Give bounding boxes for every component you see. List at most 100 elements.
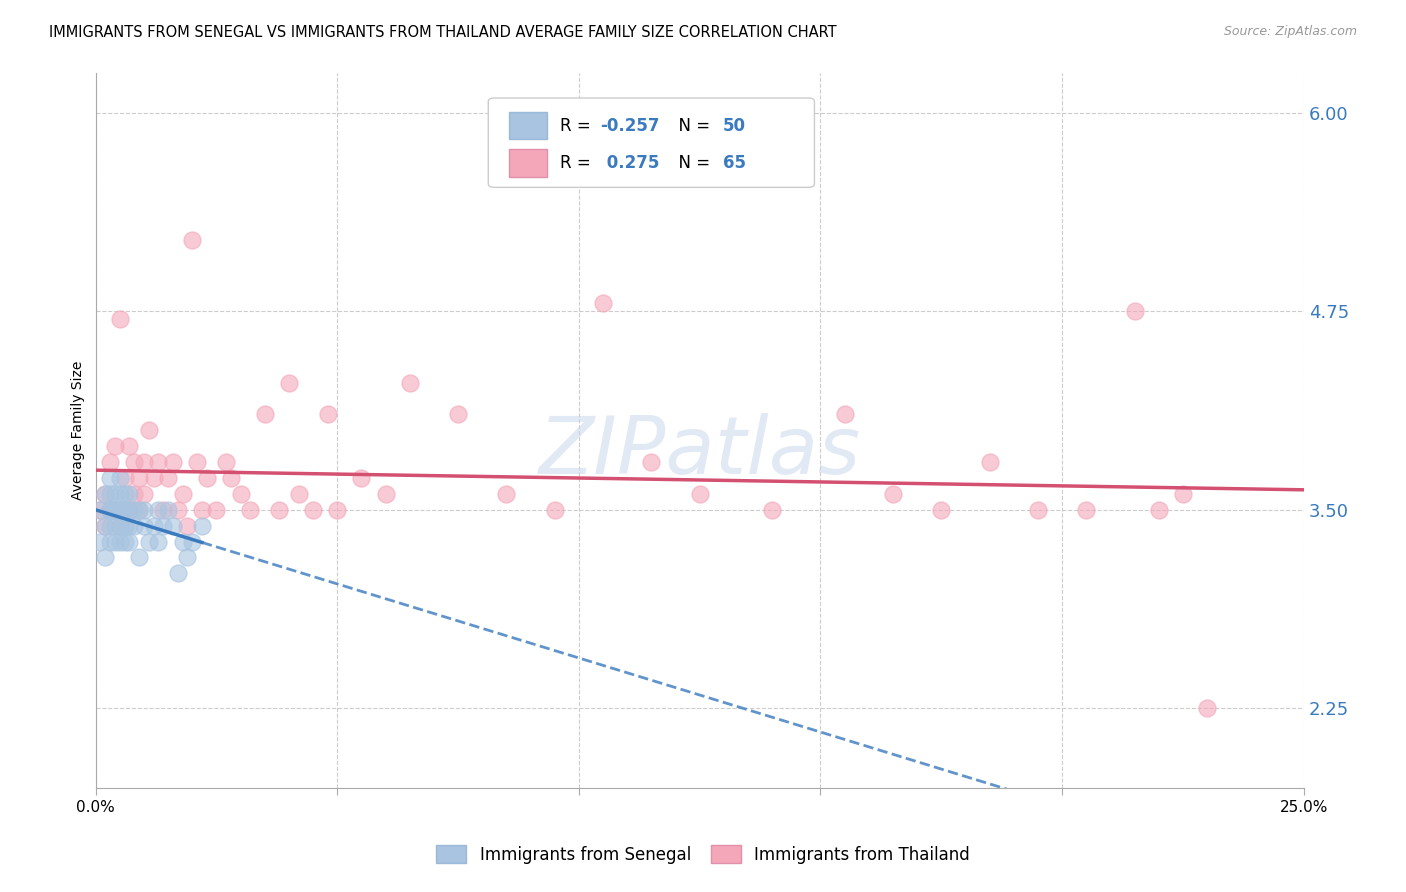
Point [142,518,165,533]
Point [350,471,373,485]
Point [269,503,291,517]
Point [689,487,711,501]
Point [94,487,117,501]
Point [108,534,131,549]
Point [157,503,180,517]
Text: IMMIGRANTS FROM SENEGAL VS IMMIGRANTS FROM THAILAND AVERAGE FAMILY SIZE CORRELAT: IMMIGRANTS FROM SENEGAL VS IMMIGRANTS FR… [49,25,837,40]
Text: 0.275: 0.275 [600,154,659,172]
Point [98,503,121,517]
Point [124,455,146,469]
Point [316,408,339,422]
Text: R =: R = [560,154,596,172]
Point [1197,701,1219,715]
Point [124,503,146,517]
Point [834,408,856,422]
Point [128,503,150,517]
Point [1171,487,1194,501]
Point [118,503,141,517]
Point [761,503,783,517]
Point [148,534,170,549]
Point [104,518,127,533]
Point [157,471,180,485]
Text: 65: 65 [723,154,745,172]
Point [1147,503,1170,517]
Point [176,518,198,533]
Point [124,518,146,533]
Point [138,423,160,437]
Point [132,503,155,517]
Point [128,471,150,485]
Point [108,487,131,501]
Text: N =: N = [668,117,716,135]
Point [132,518,155,533]
Point [98,534,121,549]
Point [114,471,136,485]
Point [98,455,121,469]
Point [104,503,127,517]
Point [166,503,188,517]
Point [592,296,614,310]
Point [124,487,146,501]
Point [181,233,204,247]
Point [191,503,214,517]
Point [94,550,117,565]
Point [98,503,121,517]
Point [166,566,188,581]
FancyBboxPatch shape [488,98,814,187]
Point [98,471,121,485]
Point [186,455,208,469]
Text: R =: R = [560,117,596,135]
Text: N =: N = [668,154,716,172]
Point [94,518,117,533]
Point [118,487,141,501]
Point [172,487,194,501]
Point [544,503,567,517]
Point [108,518,131,533]
Point [278,376,301,390]
Point [98,503,121,517]
Point [215,455,238,469]
Point [114,503,136,517]
Point [132,487,155,501]
Point [114,534,136,549]
Point [108,503,131,517]
Point [108,518,131,533]
Point [104,487,127,501]
Point [98,518,121,533]
Point [229,487,252,501]
Point [108,503,131,517]
Point [979,455,1001,469]
Point [114,518,136,533]
Point [374,487,396,501]
Point [89,503,111,517]
Point [253,408,276,422]
Point [104,534,127,549]
Point [128,550,150,565]
Point [118,503,141,517]
Point [191,518,214,533]
Point [108,312,131,326]
Point [287,487,309,501]
Point [640,455,662,469]
Point [104,439,127,453]
Point [94,487,117,501]
Point [447,408,470,422]
Point [302,503,325,517]
Point [94,518,117,533]
Point [152,503,174,517]
Point [398,376,420,390]
Point [89,503,111,517]
Text: -0.257: -0.257 [600,117,661,135]
Point [114,503,136,517]
Point [114,518,136,533]
Point [929,503,952,517]
Point [114,503,136,517]
Point [118,518,141,533]
Point [1123,304,1146,318]
Point [148,503,170,517]
Point [118,439,141,453]
Point [152,518,174,533]
Point [108,503,131,517]
Point [1076,503,1098,517]
Point [138,534,160,549]
